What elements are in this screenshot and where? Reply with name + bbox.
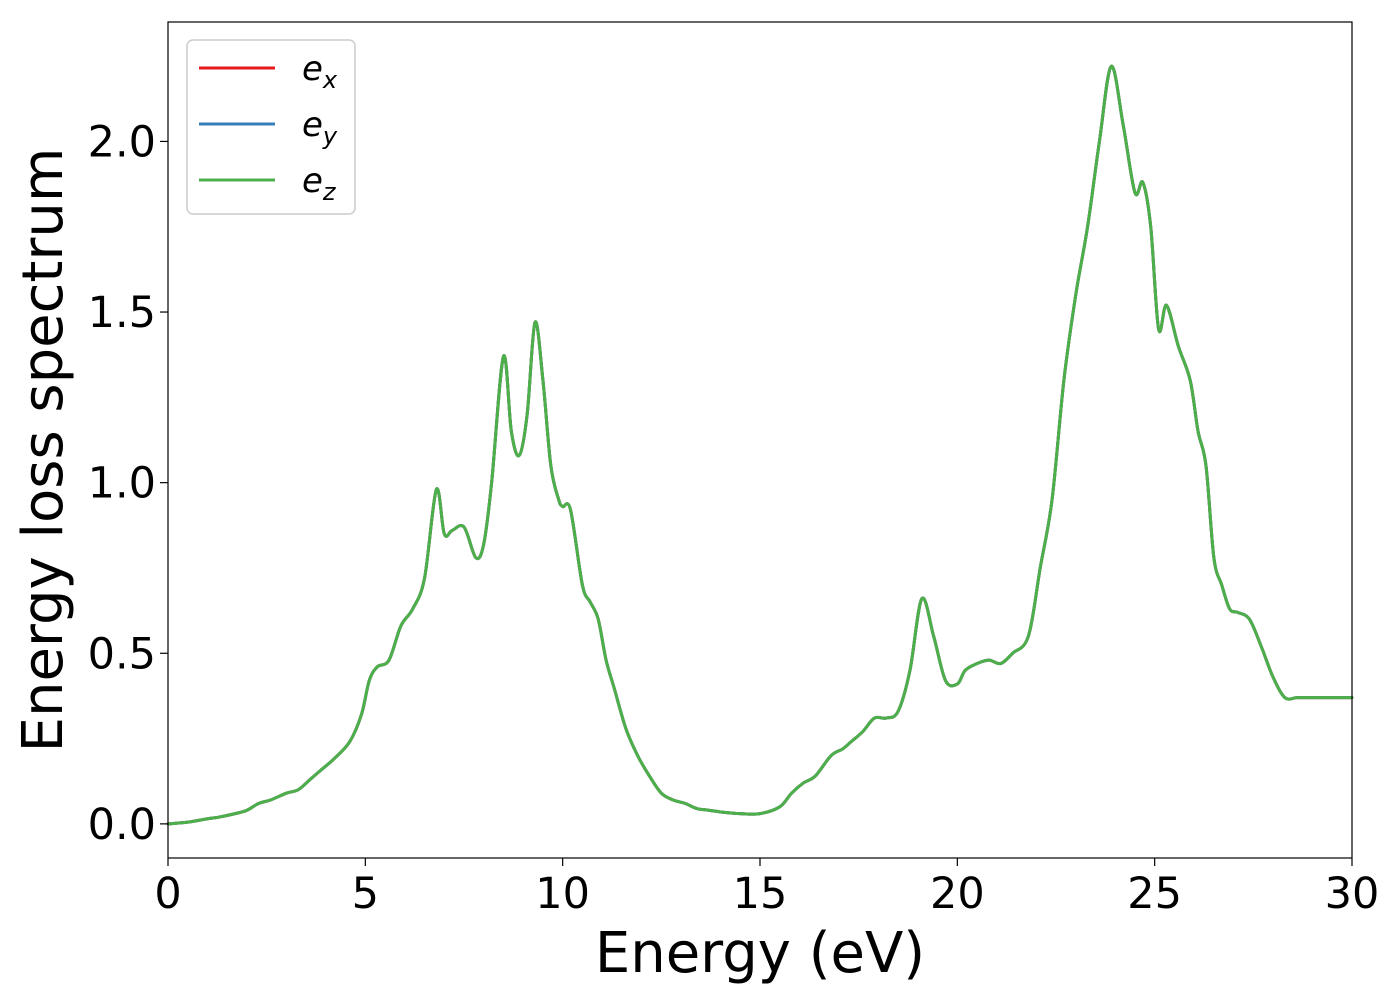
- series-line-ez: [166, 64, 1354, 826]
- legend-box: [186, 39, 356, 215]
- y-tick-label: 0.0: [88, 800, 156, 850]
- y-axis-title: Energy loss spectrum: [11, 148, 76, 753]
- legend: ex ey ez: [186, 39, 356, 215]
- x-tick-label: 25: [1127, 869, 1182, 919]
- x-tick-label: 30: [1325, 869, 1380, 919]
- x-tick-label: 10: [535, 869, 590, 919]
- x-tick-label: 20: [930, 869, 985, 919]
- x-axis: 0 5 10 15 20 25 30: [154, 858, 1379, 919]
- x-tick-label: 5: [352, 869, 379, 919]
- y-tick-label: 1.5: [88, 288, 156, 338]
- x-tick-label: 15: [733, 869, 788, 919]
- y-tick-label: 2.0: [88, 117, 156, 167]
- y-tick-label: 0.5: [88, 629, 156, 679]
- legend-label-ex: ex: [302, 49, 338, 94]
- legend-label-ez: ez: [302, 161, 337, 206]
- legend-label-ey: ey: [302, 105, 338, 150]
- y-axis: 0.0 0.5 1.0 1.5 2.0: [88, 117, 168, 850]
- x-axis-title: Energy (eV): [595, 921, 925, 986]
- x-tick-label: 0: [154, 869, 181, 919]
- y-tick-label: 1.0: [88, 459, 156, 509]
